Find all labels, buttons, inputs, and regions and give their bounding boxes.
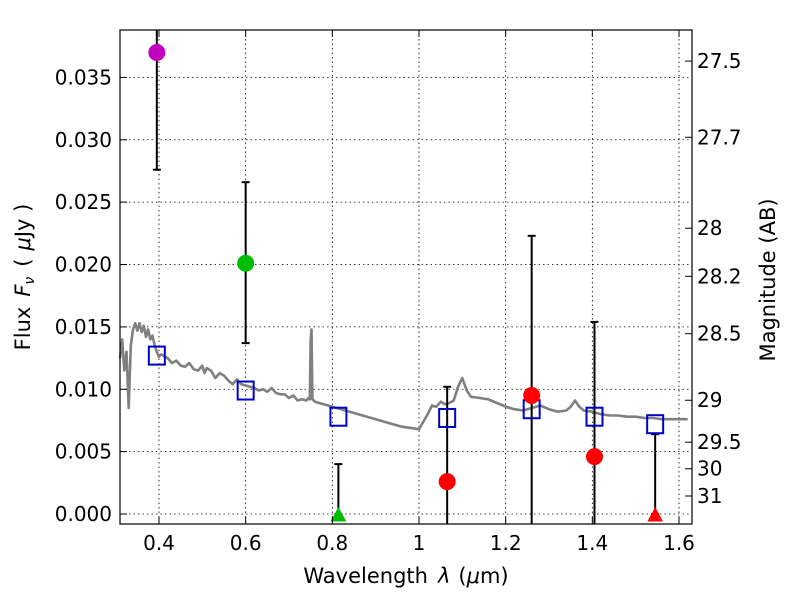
y-tick-label: 0.015 [55,315,112,339]
plot-background [120,30,692,524]
upper-limit-triangle [330,506,347,522]
y-tick-label: 0.020 [55,253,112,277]
mag-tick-label: 31 [697,484,722,508]
mag-tick-label: 27.7 [697,125,742,149]
model-photometry-square [646,414,665,435]
observed-flux-point [148,43,166,61]
model-photometry-square [438,407,457,428]
mag-tick-label: 27.5 [697,49,742,73]
mag-tick-label: 28.2 [697,264,742,288]
y-tick-label: 0.025 [55,190,112,214]
y-tick-label: 0.035 [55,65,112,89]
mag-tick-label: 29.5 [697,430,742,454]
x-tick-label: 1.4 [576,531,608,555]
observed-flux-point [586,448,603,466]
model-photometry-square [147,345,166,366]
mag-tick-label: 30 [697,457,722,481]
model-photometry-square [585,406,604,427]
plot-frame [119,29,693,525]
mag-tick-label: 28 [697,216,722,240]
y-tick-label: 0.000 [55,502,112,526]
y-axis-title: FluxFν(μJy ) [11,204,38,351]
y-tick-label: 0.005 [55,440,112,464]
y2-axis-title: Magnitude (AB) [756,198,780,361]
model-photometry-square [236,380,255,401]
mag-tick-label: 28.5 [697,322,742,346]
mag-tick-label: 29 [697,388,722,412]
ticks: 0.4 0.6 0.8 1 1.2 1.4 1.6 0.000 0.005 0.010 0.015 0… [55,30,742,555]
y-tick-label: 0.010 [55,377,112,401]
x-tick-label: 0.4 [143,531,175,555]
data-series [118,30,688,524]
observed-flux-point [237,254,255,272]
x-tick-label: 1 [413,531,426,555]
x-tick-label: 1.6 [663,531,695,555]
x-tick-label: 1.2 [490,531,522,555]
x-tick-label: 0.8 [316,531,348,555]
x-tick-label: 0.6 [230,531,262,555]
observed-flux-point [438,473,456,491]
model-photometry-square [329,406,348,427]
x-axis-title: Wavelength λ (μm) [303,564,508,588]
sed-model-line [118,321,688,431]
observed-flux-point [523,387,541,405]
upper-limit-triangle [647,506,664,522]
y-tick-label: 0.030 [55,128,112,152]
grid [120,30,692,524]
